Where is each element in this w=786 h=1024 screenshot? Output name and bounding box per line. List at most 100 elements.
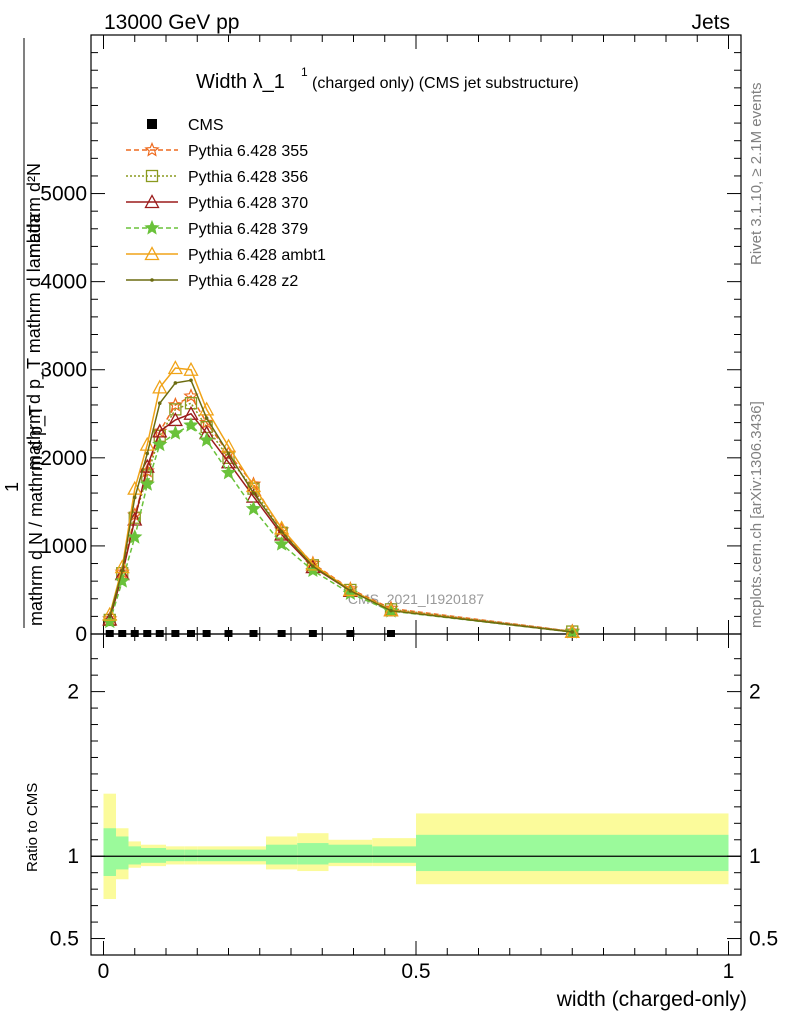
ylabel-one: 1 xyxy=(2,482,22,492)
data-point xyxy=(189,378,193,383)
series-pythia-6-428-379 xyxy=(102,417,580,639)
legend-item: Pythia 6.428 370 xyxy=(126,194,308,212)
data-point xyxy=(152,379,168,394)
cms-data-point xyxy=(202,630,211,637)
data-point xyxy=(279,530,284,534)
series-pythia-6-428-370 xyxy=(102,405,580,638)
legend-item: Pythia 6.428 355 xyxy=(126,141,308,160)
data-point xyxy=(107,614,112,619)
series-line xyxy=(109,412,573,633)
ylabel-top2: mathrm d p_T mathrm d lambda xyxy=(24,212,45,470)
data-point xyxy=(245,500,262,516)
data-point xyxy=(152,436,168,452)
legend-marker xyxy=(145,169,159,183)
rivet-version: Rivet 3.1.10, ≥ 2.1M events xyxy=(748,83,765,266)
cms-data-point xyxy=(143,630,152,637)
x-tick-label: 0 xyxy=(98,960,110,983)
ratio-tick-label-right: 1 xyxy=(749,845,761,868)
cms-data-point xyxy=(346,630,355,637)
ratio-band-inner xyxy=(216,849,241,862)
data-point xyxy=(273,536,290,551)
series-line xyxy=(109,424,573,633)
data-point xyxy=(139,436,155,451)
cms-data-point xyxy=(118,630,127,637)
data-point xyxy=(127,529,143,544)
legend-marker xyxy=(147,119,157,129)
legend-marker xyxy=(144,246,160,261)
legend-marker xyxy=(144,194,160,209)
header-right: Jets xyxy=(691,11,730,34)
legend-item: Pythia 6.428 356 xyxy=(126,169,308,186)
data-point xyxy=(570,630,575,634)
data-point xyxy=(220,464,237,480)
ratio-band-inner xyxy=(116,836,129,870)
data-point xyxy=(157,401,162,406)
ratio-band-inner xyxy=(153,848,166,863)
legend: CMS Pythia 6.428 355 Pythia 6.428 356 Pythi… xyxy=(126,117,326,290)
data-point xyxy=(139,476,155,491)
legend-label: Pythia 6.428 370 xyxy=(188,195,308,212)
ratio-y-label: Ratio to CMS xyxy=(24,783,41,872)
legend-label: Pythia 6.428 355 xyxy=(188,143,308,160)
data-point xyxy=(305,556,321,571)
legend-marker xyxy=(150,278,154,282)
data-point xyxy=(145,451,150,456)
data-point xyxy=(184,397,198,410)
series-line xyxy=(109,367,573,633)
ratio-tick-label: 1 xyxy=(67,845,79,868)
data-point xyxy=(102,606,118,621)
ratio-tick-label: 2 xyxy=(67,681,79,704)
data-point xyxy=(169,403,182,416)
ratio-axes: 0 0.5 1 0.5 0.5 1 1 2 2 xyxy=(50,633,778,983)
ratio-band-inner xyxy=(197,849,216,862)
cms-data-point xyxy=(277,630,286,637)
title-main: Width λ_1 xyxy=(196,71,285,93)
ratio-band-inner xyxy=(184,849,198,862)
data-point xyxy=(251,491,256,495)
ratio-band-inner xyxy=(297,843,329,865)
ratio-tick-label-right: 0.5 xyxy=(749,928,778,951)
cms-data-point xyxy=(387,630,395,637)
data-point xyxy=(311,564,315,568)
data-point xyxy=(173,381,178,385)
legend-item: Pythia 6.428 379 xyxy=(126,219,308,238)
data-point xyxy=(389,608,393,613)
data-point xyxy=(183,361,199,376)
data-point xyxy=(204,416,209,420)
legend-marker xyxy=(144,141,160,157)
legend-label: Pythia 6.428 356 xyxy=(188,169,308,186)
x-tick-label: 1 xyxy=(723,960,735,983)
y-tick-label: 1000 xyxy=(40,535,87,558)
series-pythia-6-428-ambt1 xyxy=(102,360,580,639)
ratio-band-inner xyxy=(103,828,116,876)
data-point xyxy=(132,495,137,500)
data-point xyxy=(167,396,184,412)
data-point xyxy=(167,425,184,440)
ratio-bands xyxy=(91,793,741,900)
cms-data-point xyxy=(155,630,164,637)
ratio-band-inner xyxy=(372,846,416,863)
data-point xyxy=(183,417,199,432)
y-tick-label: 2000 xyxy=(40,447,87,470)
cms-data-point xyxy=(171,630,180,637)
legend-label: CMS xyxy=(188,117,224,134)
data-point xyxy=(226,451,231,456)
series-layer xyxy=(102,360,580,639)
ratio-band-inner xyxy=(266,844,298,865)
legend-item: Pythia 6.428 ambt1 xyxy=(126,246,326,264)
ratio-band-inner xyxy=(166,849,185,862)
legend-label: Pythia 6.428 ambt1 xyxy=(188,247,326,264)
legend-item: Pythia 6.428 z2 xyxy=(126,273,298,290)
ylabel-top: mathrm d²N xyxy=(24,163,44,258)
legend-marker xyxy=(144,219,160,235)
main-axes: 0 1000 2000 3000 4000 5000 xyxy=(40,34,742,646)
ratio-band-inner xyxy=(416,834,729,872)
legend-label: Pythia 6.428 379 xyxy=(188,221,308,238)
x-tick-label: 0.5 xyxy=(401,960,430,983)
series-pythia-6-428-z2 xyxy=(107,378,575,634)
cms-data-point xyxy=(308,630,317,637)
title-sup: 1 xyxy=(301,65,308,79)
ratio-band-inner xyxy=(128,846,141,865)
ylabel-bottom: mathrm d N / mathrm d p_T xyxy=(26,405,47,626)
